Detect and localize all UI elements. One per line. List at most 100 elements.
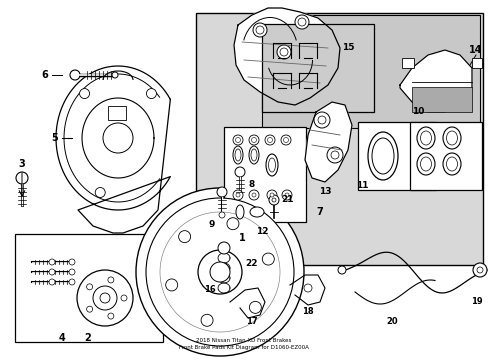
- Text: 15: 15: [341, 44, 353, 53]
- Text: 6: 6: [41, 70, 48, 80]
- Circle shape: [226, 218, 239, 230]
- Text: 9: 9: [208, 220, 215, 230]
- Text: 21: 21: [281, 195, 294, 204]
- Text: 16: 16: [203, 285, 215, 294]
- Circle shape: [108, 313, 114, 319]
- Circle shape: [256, 26, 264, 34]
- Bar: [15, 234, 163, 342]
- Circle shape: [337, 266, 346, 274]
- Circle shape: [219, 212, 224, 218]
- Circle shape: [313, 112, 329, 128]
- Polygon shape: [234, 8, 339, 105]
- Circle shape: [251, 138, 256, 143]
- Circle shape: [252, 23, 266, 37]
- Circle shape: [232, 190, 243, 200]
- Circle shape: [108, 277, 114, 283]
- Text: 4: 4: [59, 333, 65, 343]
- Circle shape: [201, 314, 213, 326]
- Text: 22: 22: [245, 260, 258, 269]
- Ellipse shape: [416, 127, 434, 149]
- Ellipse shape: [265, 154, 278, 176]
- Circle shape: [304, 284, 311, 292]
- Circle shape: [297, 18, 305, 26]
- Circle shape: [146, 198, 293, 346]
- Polygon shape: [305, 102, 351, 182]
- Ellipse shape: [446, 157, 457, 171]
- Ellipse shape: [420, 157, 430, 171]
- Text: 18: 18: [302, 307, 313, 316]
- Ellipse shape: [232, 146, 243, 164]
- Circle shape: [249, 301, 261, 313]
- Text: 11: 11: [355, 181, 367, 190]
- Circle shape: [209, 262, 229, 282]
- Ellipse shape: [371, 138, 393, 174]
- Text: 17: 17: [245, 318, 257, 327]
- Circle shape: [264, 135, 274, 145]
- Circle shape: [69, 279, 75, 285]
- Ellipse shape: [249, 207, 264, 217]
- Ellipse shape: [367, 132, 397, 180]
- Ellipse shape: [446, 131, 457, 145]
- Circle shape: [268, 195, 279, 205]
- Ellipse shape: [268, 158, 275, 172]
- Bar: [401, 58, 413, 68]
- Circle shape: [262, 253, 274, 265]
- Circle shape: [86, 306, 92, 312]
- Circle shape: [472, 263, 486, 277]
- Circle shape: [146, 89, 156, 99]
- Ellipse shape: [420, 131, 430, 145]
- Circle shape: [248, 190, 259, 200]
- Circle shape: [235, 167, 244, 177]
- Circle shape: [282, 190, 291, 200]
- Circle shape: [121, 295, 127, 301]
- Polygon shape: [82, 98, 154, 178]
- Circle shape: [49, 259, 55, 265]
- Circle shape: [95, 188, 105, 198]
- Circle shape: [103, 123, 133, 153]
- Circle shape: [326, 147, 342, 163]
- Text: 8: 8: [248, 180, 255, 189]
- Circle shape: [248, 135, 259, 145]
- Circle shape: [276, 45, 290, 59]
- Bar: [262, 15, 479, 128]
- Circle shape: [112, 72, 118, 78]
- Polygon shape: [56, 66, 170, 233]
- Ellipse shape: [235, 149, 241, 161]
- Circle shape: [86, 284, 92, 290]
- Circle shape: [80, 89, 89, 99]
- Circle shape: [280, 48, 287, 56]
- Ellipse shape: [442, 153, 460, 175]
- Circle shape: [285, 193, 288, 197]
- Bar: [224, 127, 305, 222]
- Circle shape: [217, 187, 226, 197]
- Circle shape: [69, 269, 75, 275]
- Text: 2018 Nissan Titan XD Front Brakes
Front Brake Pads Kit Diagram for D1060-EZ00A: 2018 Nissan Titan XD Front Brakes Front …: [179, 338, 308, 350]
- Circle shape: [93, 286, 117, 310]
- Circle shape: [100, 293, 110, 303]
- Ellipse shape: [248, 146, 259, 164]
- Text: 2: 2: [84, 333, 91, 343]
- Text: 20: 20: [386, 318, 397, 327]
- Circle shape: [218, 242, 229, 254]
- Circle shape: [16, 172, 28, 184]
- Bar: [196, 13, 482, 265]
- Bar: [262, 24, 373, 112]
- Circle shape: [271, 198, 275, 202]
- Circle shape: [236, 193, 240, 197]
- Circle shape: [178, 231, 190, 243]
- Ellipse shape: [416, 153, 434, 175]
- Circle shape: [49, 269, 55, 275]
- Circle shape: [69, 259, 75, 265]
- Circle shape: [232, 135, 243, 145]
- Bar: [357, 122, 435, 190]
- Circle shape: [476, 267, 482, 273]
- Text: 3: 3: [19, 159, 25, 169]
- Circle shape: [235, 138, 240, 143]
- Polygon shape: [399, 50, 471, 112]
- Bar: [108, 106, 126, 120]
- Circle shape: [317, 116, 325, 124]
- Text: 1: 1: [238, 233, 245, 243]
- Ellipse shape: [236, 205, 244, 219]
- Bar: [471, 58, 481, 68]
- Circle shape: [251, 193, 256, 197]
